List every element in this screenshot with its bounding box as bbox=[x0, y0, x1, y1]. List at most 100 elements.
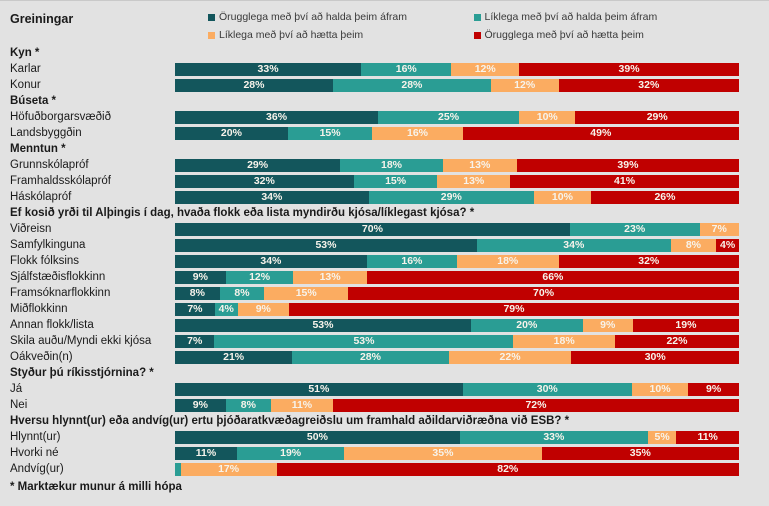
bar-segment-3: 82% bbox=[276, 462, 739, 476]
row-label: Skila auðu/Myndi ekki kjósa bbox=[10, 335, 152, 347]
row-label: Framsóknarflokkinn bbox=[10, 287, 111, 299]
bar-segment-0: 34% bbox=[175, 254, 367, 268]
legend-item-2: Líklega með því að hætta þeim bbox=[208, 29, 474, 42]
legend-swatch-icon bbox=[208, 14, 215, 21]
bar-segment-2: 10% bbox=[533, 190, 591, 204]
bar-segment-3: 11% bbox=[676, 430, 739, 444]
legend-item-3: Örugglega með því að hætta þeim bbox=[473, 29, 740, 42]
chart-row: Sjálfstæðisflokkinn 9% 12% 13% 66% bbox=[10, 269, 739, 285]
legend-label: Líklega með því að hætta þeim bbox=[219, 29, 364, 41]
row-label: Sjálfstæðisflokkinn bbox=[10, 271, 106, 283]
stacked-bar: 36% 25% 10% 29% bbox=[175, 110, 740, 124]
group-header: Kyn * bbox=[10, 47, 40, 59]
stacked-bar: 29% 18% 13% 39% bbox=[175, 158, 740, 172]
bar-segment-3: 41% bbox=[510, 174, 739, 188]
chart-footnote: * Marktækur munur á milli hópa bbox=[10, 481, 182, 493]
legend-swatch-icon bbox=[208, 32, 215, 39]
bar-segment-0: 36% bbox=[175, 110, 379, 124]
bar-segment-1: 16% bbox=[361, 62, 452, 76]
chart-row: Andvíg(ur) 17% 82% bbox=[10, 461, 739, 477]
bar-segment-2: 13% bbox=[442, 158, 517, 172]
bar-segment-3: 39% bbox=[516, 158, 740, 172]
bar-segment-2: 18% bbox=[457, 254, 559, 268]
row-label: Óákveðin(n) bbox=[10, 351, 73, 363]
bar-segment-1: 8% bbox=[225, 398, 271, 412]
bar-segment-2: 16% bbox=[372, 126, 463, 140]
row-label: Viðreisn bbox=[10, 223, 52, 235]
legend-swatch-icon bbox=[473, 14, 481, 21]
chart-row: Annan flokk/lista 53% 20% 9% 19% bbox=[10, 317, 739, 333]
bar-segment-2: 13% bbox=[437, 174, 511, 188]
bar-segment-2: 35% bbox=[344, 446, 542, 460]
stacked-bar: 8% 8% 15% 70% bbox=[175, 286, 739, 300]
stacked-bar: 53% 34% 8% 4% bbox=[175, 238, 739, 252]
group-header: Hversu hlynnt(ur) eða andvíg(ur) ertu þj… bbox=[10, 415, 570, 427]
chart-title: Greiningar bbox=[10, 12, 74, 26]
bar-segment-3: 22% bbox=[614, 334, 739, 348]
bar-segment-1: 28% bbox=[292, 350, 449, 364]
group-header: Ef kosið yrði til Alþingis í dag, hvaða … bbox=[10, 207, 475, 219]
bar-segment-1: 12% bbox=[225, 270, 294, 284]
chart-row: Hvorki né 11% 19% 35% 35% bbox=[10, 445, 740, 461]
bar-segment-1: 18% bbox=[340, 158, 443, 172]
bar-segment-0: 28% bbox=[175, 78, 333, 92]
bar-segment-1: 33% bbox=[459, 430, 648, 444]
row-label: Miðflokkinn bbox=[10, 303, 68, 315]
row-label: Já bbox=[10, 383, 23, 395]
stacked-bar: 51% 30% 10% 9% bbox=[175, 382, 740, 396]
chart-row: Landsbyggðin 20% 15% 16% 49% bbox=[10, 125, 739, 141]
group-header: Styður þú ríkisstjórnina? * bbox=[10, 367, 154, 379]
bar-segment-0: 7% bbox=[175, 334, 215, 348]
bar-segment-2: 8% bbox=[670, 238, 717, 252]
bar-segment-1: 16% bbox=[366, 254, 457, 268]
chart-row: Hlynnt(ur) 50% 33% 5% 11% bbox=[10, 429, 739, 445]
bar-segment-3: 4% bbox=[716, 238, 739, 252]
bar-segment-1: 8% bbox=[219, 286, 265, 300]
row-label: Höfuðborgarsvæðið bbox=[10, 111, 112, 123]
row-label: Landsbyggðin bbox=[10, 127, 82, 139]
legend-label: Örugglega með því að halda þeim áfram bbox=[219, 11, 407, 23]
bar-segment-0: 9% bbox=[175, 398, 226, 412]
row-label: Flokk fólksins bbox=[10, 255, 80, 267]
bar-segment-1: 20% bbox=[470, 318, 583, 332]
chart-row: Viðreisn 70% 23% 7% bbox=[10, 221, 739, 237]
bar-segment-2: 15% bbox=[264, 286, 349, 300]
row-label: Hlynnt(ur) bbox=[10, 431, 61, 443]
stacked-bar: 33% 16% 12% 39% bbox=[175, 62, 739, 76]
bar-segment-2: 10% bbox=[519, 110, 576, 124]
bar-segment-2: 12% bbox=[490, 78, 559, 92]
bar-segment-3: 35% bbox=[541, 446, 740, 460]
bar-segment-2: 17% bbox=[180, 462, 277, 476]
bar-segment-3: 66% bbox=[366, 270, 739, 284]
stacked-bar: 50% 33% 5% 11% bbox=[175, 430, 739, 444]
row-label: Nei bbox=[10, 399, 28, 411]
chart-row: Höfuðborgarsvæðið 36% 25% 10% 29% bbox=[10, 109, 740, 125]
stacked-bar: 9% 8% 11% 72% bbox=[175, 398, 740, 412]
legend-label: Örugglega með því að hætta þeim bbox=[484, 29, 644, 41]
bar-segment-3: 19% bbox=[632, 318, 739, 332]
row-label: Hvorki né bbox=[10, 447, 59, 459]
chart-row: Flokk fólksins 34% 16% 18% 32% bbox=[10, 253, 739, 269]
bar-segment-0: 9% bbox=[175, 270, 226, 284]
bar-segment-1: 23% bbox=[569, 222, 700, 236]
chart-row: Konur 28% 28% 12% 32% bbox=[10, 77, 740, 93]
chart-header: Greiningar Örugglega með því að halda þe… bbox=[10, 9, 739, 43]
row-label: Háskólapróf bbox=[10, 191, 72, 203]
bar-segment-2: 7% bbox=[699, 222, 739, 236]
bar-segment-3: 26% bbox=[590, 190, 740, 204]
bar-segment-1: 28% bbox=[332, 78, 491, 92]
group-header: Búseta * bbox=[10, 95, 57, 107]
bar-segment-0: 50% bbox=[175, 430, 460, 444]
bar-segment-2: 12% bbox=[451, 62, 520, 76]
bar-segment-3: 9% bbox=[688, 382, 740, 396]
legend-item-0: Örugglega með því að halda þeim áfram bbox=[208, 11, 474, 24]
bar-segment-3: 30% bbox=[571, 350, 739, 364]
bar-segment-1: 4% bbox=[214, 302, 238, 316]
bar-segment-0: 20% bbox=[175, 126, 288, 140]
row-label: Framhaldsskólapróf bbox=[10, 175, 111, 187]
chart-row: Framhaldsskólapróf 32% 15% 13% 41% bbox=[10, 173, 739, 189]
bar-segment-1: 30% bbox=[462, 382, 632, 396]
bar-segment-3: 70% bbox=[348, 286, 739, 300]
stacked-bar: 17% 82% bbox=[175, 462, 739, 476]
